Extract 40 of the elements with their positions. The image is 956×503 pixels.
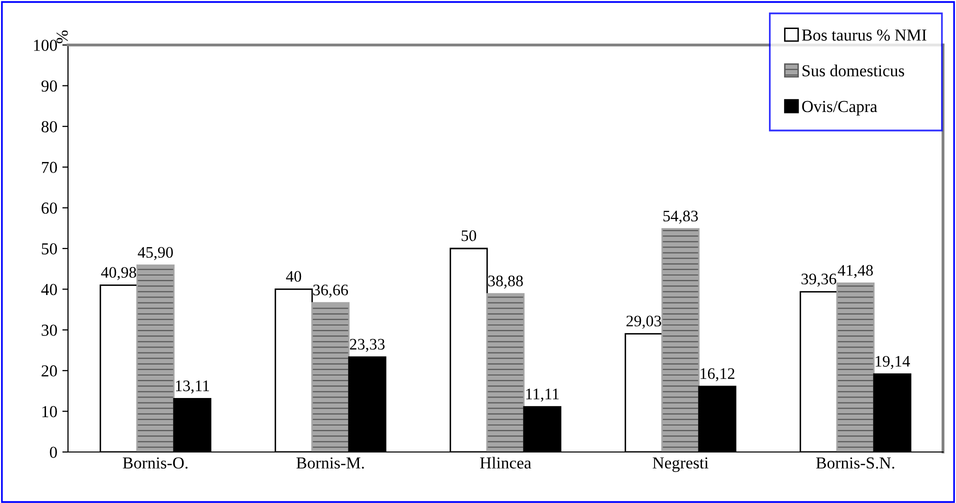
- y-tick-label: 60: [42, 202, 57, 214]
- x-tick-label: Hlincea: [480, 456, 532, 469]
- legend-label: Bos taurus % NMI: [802, 29, 926, 41]
- legend-label: Ovis/Capra: [802, 100, 878, 116]
- legend-label: Sus domesticus: [802, 64, 904, 76]
- data-label: 19,14: [876, 356, 910, 369]
- y-tick-label: 30: [42, 324, 57, 336]
- data-label: 45,90: [138, 246, 173, 260]
- bar: [661, 228, 700, 452]
- x-tick-label: Bornis-O.: [122, 457, 188, 469]
- y-tick-label: 10: [42, 406, 57, 418]
- data-label: 40,98: [101, 267, 136, 280]
- y-axis-title: %: [56, 30, 68, 44]
- y-tick-label: 20: [42, 365, 57, 377]
- y-tick-label: 40: [41, 284, 57, 296]
- x-tick-label: Bornis-M.: [296, 457, 364, 469]
- data-label: 41,48: [838, 264, 873, 278]
- data-label: 50: [462, 230, 476, 242]
- data-label: 39,36: [802, 274, 836, 287]
- data-label: 29,03: [626, 316, 662, 329]
- x-tick-label: Negresti: [652, 457, 708, 472]
- y-tick-label: 100: [34, 40, 57, 51]
- y-tick-label: 50: [42, 243, 57, 254]
- data-label: 36,66: [313, 284, 348, 298]
- x-tick-label: Bornis-S.N.: [816, 457, 894, 469]
- data-label: 38,88: [488, 276, 523, 289]
- y-tick-label: 70: [42, 162, 57, 174]
- data-label: 11,11: [526, 388, 559, 402]
- bar: [486, 293, 525, 452]
- data-label: 54,83: [663, 210, 698, 224]
- bar: [311, 302, 350, 452]
- data-label: 23,33: [350, 338, 385, 352]
- data-label: 13,11: [176, 380, 209, 394]
- y-tick-label: 90: [41, 80, 57, 92]
- bar: [136, 264, 175, 452]
- bar: [836, 282, 875, 452]
- data-label: 16,12: [700, 368, 734, 382]
- y-tick-label: 80: [42, 121, 57, 132]
- y-tick-label: 0: [50, 446, 57, 458]
- data-label: 40: [286, 271, 302, 282]
